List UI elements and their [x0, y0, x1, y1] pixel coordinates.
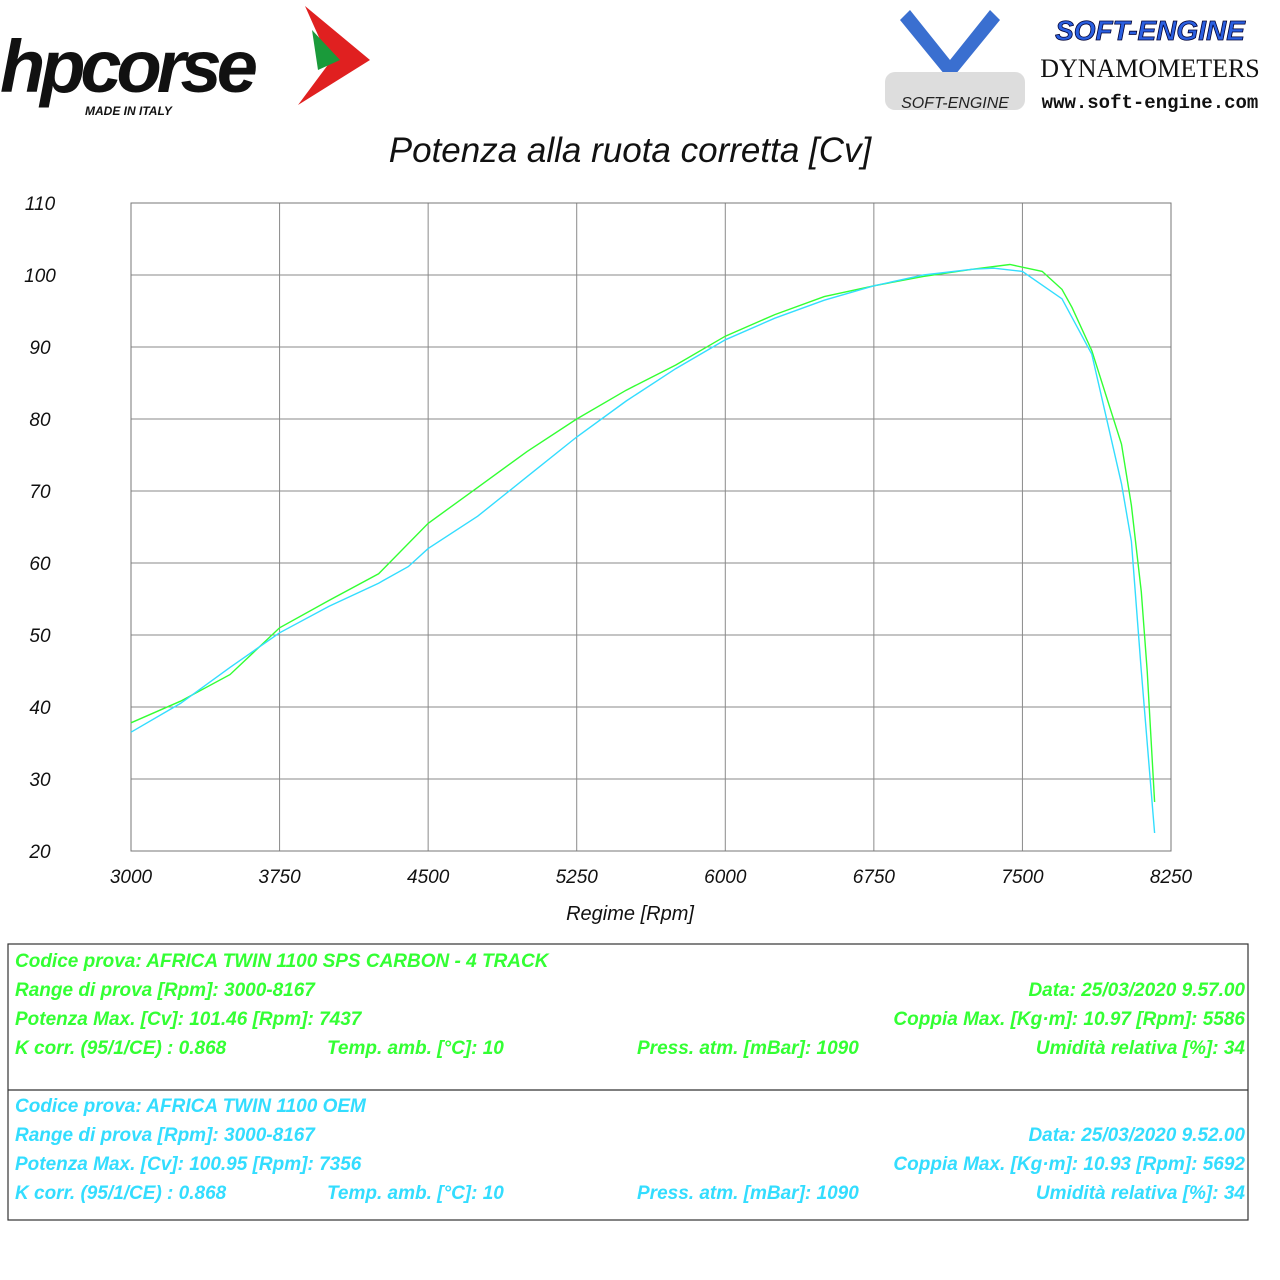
- logo-pistons: [900, 10, 1000, 75]
- info-frame: [7, 943, 1249, 1221]
- power-curve: [130, 267, 1156, 834]
- plot: 20 30 40 50 60 70 80 90 100 110 3000 3750 4500 5250 60…: [24, 194, 1192, 888]
- brand-tagline: MADE IN ITALY: [85, 104, 173, 118]
- info-code: Codice prova: AFRICA TWIN 1100 OEM: [15, 1096, 367, 1117]
- x-tick-label: 8250: [1150, 867, 1193, 888]
- info-kcorr: K corr. (95/1/CE) : 0.868: [15, 1038, 227, 1059]
- info-range: Range di prova [Rpm]: 3000-8167: [15, 980, 316, 1001]
- x-tick-label: 5250: [556, 867, 599, 888]
- y-tick-label: 60: [29, 554, 51, 575]
- y-tick-label: 90: [29, 338, 51, 359]
- info-press: Press. atm. [mBar]: 1090: [637, 1038, 859, 1059]
- info-power: Potenza Max. [Cv]: 100.95 [Rpm]: 7356: [15, 1154, 362, 1175]
- info-press: Press. atm. [mBar]: 1090: [637, 1183, 859, 1204]
- dyno-brand: SOFT-ENGINE: [1055, 15, 1246, 46]
- y-tick-label: 100: [24, 266, 56, 287]
- y-tick-label: 110: [25, 194, 56, 215]
- soft-engine-logo: SOFT-ENGINE DYNAMOMETERS www.soft-engine…: [885, 10, 1260, 114]
- y-tick-label: 20: [28, 842, 51, 863]
- info-code: Codice prova: AFRICA TWIN 1100 SPS CARBO…: [15, 951, 550, 972]
- info-torque: Coppia Max. [Kg·m]: 10.93 [Rpm]: 5692: [893, 1154, 1245, 1175]
- logo-swoosh-green: [312, 30, 340, 70]
- x-axis-label: Regime [Rpm]: [566, 903, 694, 925]
- info-kcorr: K corr. (95/1/CE) : 0.868: [15, 1183, 227, 1204]
- info-temp: Temp. amb. [°C]: 10: [327, 1038, 504, 1059]
- y-tick-label: 80: [29, 410, 51, 431]
- x-tick-label: 3000: [110, 867, 153, 888]
- x-tick-label: 3750: [258, 867, 301, 888]
- info-temp: Temp. amb. [°C]: 10: [327, 1183, 504, 1204]
- dyno-url: www.soft-engine.com: [1042, 92, 1259, 114]
- chart-title: Potenza alla ruota corretta [Cv]: [389, 131, 873, 170]
- x-tick-label: 6750: [853, 867, 896, 888]
- x-tick-label: 4500: [407, 867, 450, 888]
- plot-frame: [130, 202, 1172, 852]
- y-tick-label: 40: [29, 698, 51, 719]
- x-tick-label: 7500: [1001, 867, 1044, 888]
- info-power: Potenza Max. [Cv]: 101.46 [Rpm]: 7437: [15, 1009, 363, 1030]
- power-curve: [130, 263, 1156, 803]
- info-date: Data: 25/03/2020 9.52.00: [1028, 1125, 1245, 1146]
- logo-plate: [885, 72, 1025, 110]
- info-box: [7, 943, 1249, 1221]
- info-humidity: Umidità relativa [%]: 34: [1036, 1038, 1245, 1059]
- info-range: Range di prova [Rpm]: 3000-8167: [15, 1125, 316, 1146]
- x-tick-label: 6000: [704, 867, 747, 888]
- y-tick-label: 30: [29, 770, 51, 791]
- info-date: Data: 25/03/2020 9.57.00: [1028, 980, 1245, 1001]
- info-text: Codice prova: AFRICA TWIN 1100 SPS CARBO…: [15, 951, 1245, 1204]
- dyno-subtitle: DYNAMOMETERS: [1040, 54, 1260, 83]
- y-tick-label: 50: [29, 626, 51, 647]
- y-tick-label: 70: [29, 482, 51, 503]
- dyno-logo-text: SOFT-ENGINE: [901, 95, 1009, 112]
- brand: hpcorse: [0, 25, 257, 108]
- info-humidity: Umidità relativa [%]: 34: [1036, 1183, 1245, 1204]
- hpcorse-logo: hpcorse MADE IN ITALY: [0, 6, 370, 118]
- info-torque: Coppia Max. [Kg·m]: 10.97 [Rpm]: 5586: [893, 1009, 1245, 1030]
